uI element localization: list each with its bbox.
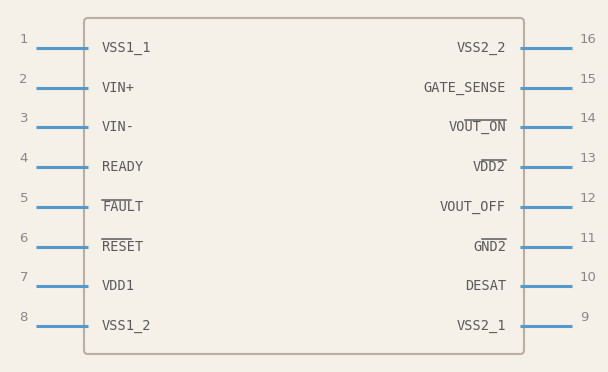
- Text: VSS2_2: VSS2_2: [457, 41, 506, 55]
- Text: FAULT: FAULT: [102, 200, 143, 214]
- Text: RESET: RESET: [102, 240, 143, 254]
- Text: 11: 11: [580, 232, 597, 244]
- Text: 9: 9: [580, 311, 589, 324]
- Text: 14: 14: [580, 112, 597, 125]
- Text: VOUT_OFF: VOUT_OFF: [440, 200, 506, 214]
- Text: 6: 6: [19, 232, 28, 244]
- Text: 4: 4: [19, 152, 28, 165]
- Text: VDD1: VDD1: [102, 279, 135, 293]
- Text: 13: 13: [580, 152, 597, 165]
- Text: 15: 15: [580, 73, 597, 86]
- Text: VIN-: VIN-: [102, 121, 135, 134]
- Text: GATE_SENSE: GATE_SENSE: [424, 81, 506, 95]
- Text: DESAT: DESAT: [465, 279, 506, 293]
- Text: 2: 2: [19, 73, 28, 86]
- Text: VSS1_1: VSS1_1: [102, 41, 151, 55]
- Text: GND2: GND2: [473, 240, 506, 254]
- Text: 12: 12: [580, 192, 597, 205]
- Text: 8: 8: [19, 311, 28, 324]
- Text: 1: 1: [19, 33, 28, 46]
- Text: VIN+: VIN+: [102, 81, 135, 95]
- Text: 7: 7: [19, 271, 28, 284]
- Text: VOUT_ON: VOUT_ON: [448, 121, 506, 134]
- Text: READY: READY: [102, 160, 143, 174]
- Text: 10: 10: [580, 271, 597, 284]
- Text: VDD2: VDD2: [473, 160, 506, 174]
- FancyBboxPatch shape: [84, 18, 524, 354]
- Text: 16: 16: [580, 33, 597, 46]
- Text: VSS2_1: VSS2_1: [457, 319, 506, 333]
- Text: 5: 5: [19, 192, 28, 205]
- Text: VSS1_2: VSS1_2: [102, 319, 151, 333]
- Text: 3: 3: [19, 112, 28, 125]
